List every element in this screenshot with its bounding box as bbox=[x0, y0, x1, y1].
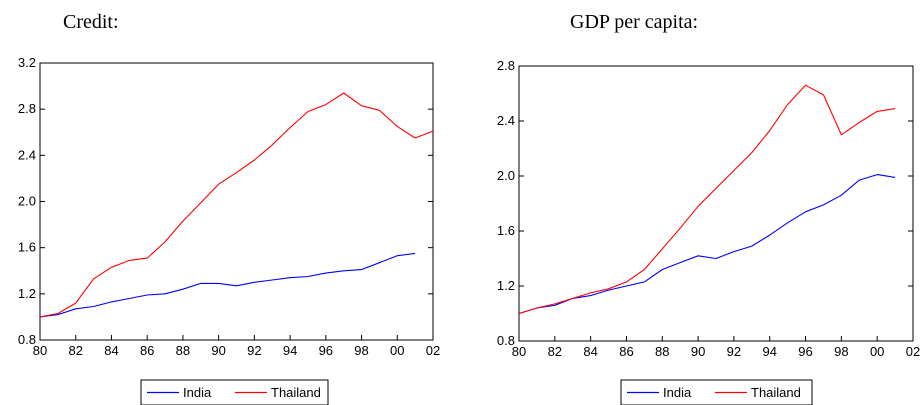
series-line-thailand bbox=[39, 92, 434, 318]
x-tick-label: 88 bbox=[176, 343, 190, 358]
legend-label-india: India bbox=[663, 385, 692, 400]
y-tick-label: 2.4 bbox=[497, 113, 515, 128]
x-tick-label: 94 bbox=[283, 343, 297, 358]
x-tick-label: 98 bbox=[834, 344, 848, 359]
x-tick-label: 98 bbox=[354, 343, 368, 358]
plot-area bbox=[518, 65, 914, 342]
y-tick-label: 1.6 bbox=[18, 240, 36, 255]
y-tick-label: 1.6 bbox=[497, 223, 515, 238]
chart-title: GDP per capita: bbox=[570, 11, 698, 33]
x-tick-label: 92 bbox=[247, 343, 261, 358]
credit-chart: Credit: 0.8 1.2 1.6 2.0 2.4 2.8 3.2 80 82 84 86 88 90… bbox=[18, 11, 440, 405]
y-tick-label: 0.8 bbox=[18, 332, 36, 347]
series-line-thailand bbox=[518, 84, 896, 315]
x-tick-label: 94 bbox=[762, 344, 776, 359]
legend-label-thailand: Thailand bbox=[271, 385, 321, 400]
y-tick-label: 3.2 bbox=[18, 55, 36, 70]
x-tick-label: 86 bbox=[140, 343, 154, 358]
series-line-india bbox=[39, 252, 416, 318]
plot-area bbox=[39, 62, 434, 341]
y-tick-label: 2.0 bbox=[18, 194, 36, 209]
x-tick-label: 86 bbox=[619, 344, 633, 359]
x-tick-label: 90 bbox=[211, 343, 225, 358]
x-tick-label: 80 bbox=[33, 343, 47, 358]
x-tick-label: 00 bbox=[870, 344, 884, 359]
y-tick-label: 0.8 bbox=[497, 333, 515, 348]
x-tick-label: 90 bbox=[691, 344, 705, 359]
y-tick-label: 2.4 bbox=[18, 147, 36, 162]
y-tick-label: 2.0 bbox=[497, 168, 515, 183]
gdp-per-capita-chart: GDP per capita: 0.8 1.2 1.6 2.0 2.4 2.8 80 82 84 8… bbox=[497, 11, 920, 405]
legend-label-india: India bbox=[183, 385, 212, 400]
x-tick-label: 82 bbox=[68, 343, 82, 358]
x-tick-label: 96 bbox=[798, 344, 812, 359]
x-tick-label: 02 bbox=[906, 344, 920, 359]
y-tick-label: 1.2 bbox=[18, 286, 36, 301]
x-tick-label: 84 bbox=[583, 344, 597, 359]
chart-title: Credit: bbox=[63, 11, 119, 33]
x-tick-label: 84 bbox=[104, 343, 118, 358]
y-tick-label: 2.8 bbox=[18, 101, 36, 116]
x-tick-label: 80 bbox=[512, 344, 526, 359]
x-tick-label: 82 bbox=[548, 344, 562, 359]
x-tick-label: 92 bbox=[727, 344, 741, 359]
legend-label-thailand: Thailand bbox=[751, 385, 801, 400]
x-tick-label: 02 bbox=[426, 343, 440, 358]
x-tick-label: 96 bbox=[319, 343, 333, 358]
series-line-india bbox=[518, 174, 896, 315]
x-tick-label: 00 bbox=[390, 343, 404, 358]
y-tick-label: 1.2 bbox=[497, 278, 515, 293]
x-tick-label: 88 bbox=[655, 344, 669, 359]
y-tick-label: 2.8 bbox=[497, 58, 515, 73]
